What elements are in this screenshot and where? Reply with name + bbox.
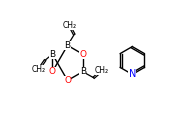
Text: N: N (129, 69, 136, 79)
Text: CH₂: CH₂ (31, 65, 46, 74)
Text: O: O (79, 50, 86, 59)
Text: CH₂: CH₂ (95, 66, 109, 75)
Text: CH₂: CH₂ (62, 21, 76, 30)
Text: B: B (65, 41, 71, 50)
Text: B: B (80, 67, 86, 76)
Text: B: B (49, 50, 55, 59)
Text: O: O (49, 67, 56, 76)
Text: O: O (64, 76, 71, 85)
